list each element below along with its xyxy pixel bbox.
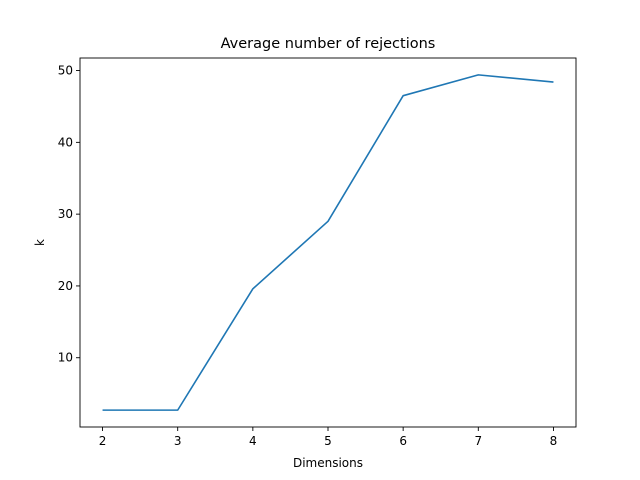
y-tick-label: 10	[58, 351, 73, 365]
y-tick-label: 50	[58, 64, 73, 78]
axes-frame	[79, 57, 577, 428]
y-tick-label: 20	[58, 279, 73, 293]
x-tick-label: 4	[249, 434, 257, 448]
chart-title: Average number of rejections	[221, 36, 436, 52]
x-tick-label: 7	[474, 434, 482, 448]
y-tick-label: 30	[58, 207, 73, 221]
plot-area	[102, 74, 554, 411]
y-axis: 10 20 30 40 50	[58, 64, 80, 365]
x-axis: 2 3 4 5 6 7 8	[99, 427, 558, 448]
y-axis-label: k	[33, 239, 47, 246]
x-tick-label: 5	[324, 434, 332, 448]
series-line-0	[102, 74, 554, 411]
x-axis-label: Dimensions	[293, 456, 363, 470]
x-tick-label: 8	[550, 434, 558, 448]
x-tick-label: 6	[399, 434, 407, 448]
x-tick-label: 3	[174, 434, 182, 448]
y-tick-label: 40	[58, 135, 73, 149]
x-tick-label: 2	[99, 434, 107, 448]
